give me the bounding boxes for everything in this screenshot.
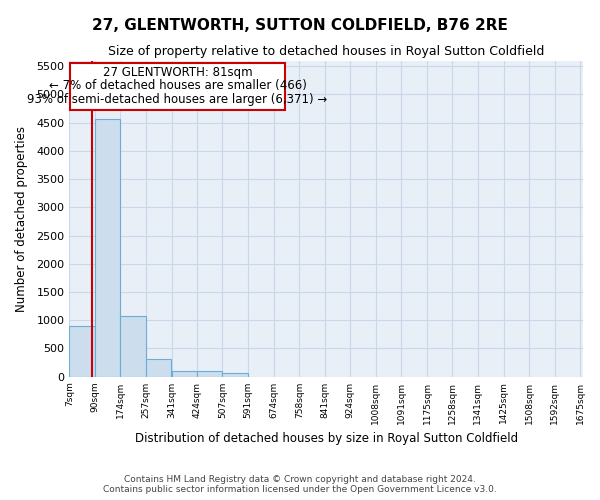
Bar (172, 371, 197, 376)
Text: 93% of semi-detached houses are larger (6,371) →: 93% of semi-detached houses are larger (… (28, 93, 328, 106)
Y-axis label: Number of detached properties: Number of detached properties (15, 126, 28, 312)
Text: 27, GLENTWORTH, SUTTON COLDFIELD, B76 2RE: 27, GLENTWORTH, SUTTON COLDFIELD, B76 2R… (92, 18, 508, 32)
Text: 27 GLENTWORTH: 81sqm: 27 GLENTWORTH: 81sqm (103, 66, 253, 79)
Bar (146, 359, 172, 376)
Bar (121, 316, 146, 376)
Bar (197, 371, 223, 376)
X-axis label: Distribution of detached houses by size in Royal Sutton Coldfield: Distribution of detached houses by size … (135, 432, 518, 445)
Title: Size of property relative to detached houses in Royal Sutton Coldfield: Size of property relative to detached ho… (108, 45, 544, 58)
FancyBboxPatch shape (70, 63, 285, 110)
Text: ← 7% of detached houses are smaller (466): ← 7% of detached houses are smaller (466… (49, 79, 307, 92)
Text: Contains HM Land Registry data © Crown copyright and database right 2024.
Contai: Contains HM Land Registry data © Crown c… (103, 474, 497, 494)
Bar (223, 374, 248, 376)
Bar (95, 118, 120, 376)
Bar (70, 326, 95, 376)
